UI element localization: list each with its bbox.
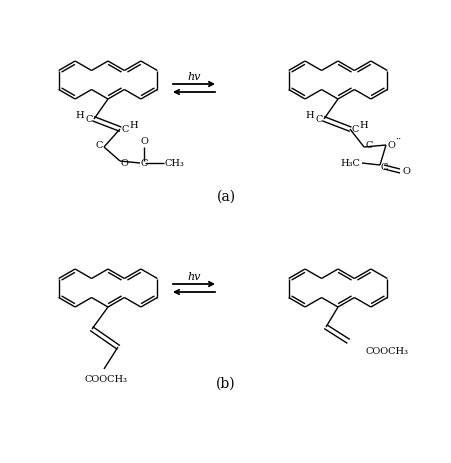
Text: C: C xyxy=(364,141,372,150)
Text: COOCH₃: COOCH₃ xyxy=(365,347,408,356)
Text: C: C xyxy=(140,158,147,167)
Text: (a): (a) xyxy=(216,189,235,204)
Text: O: O xyxy=(386,140,394,149)
Text: O: O xyxy=(120,158,128,167)
Text: hv: hv xyxy=(187,271,200,282)
Text: (b): (b) xyxy=(216,376,235,390)
Text: C: C xyxy=(95,141,102,150)
Text: H: H xyxy=(305,111,313,120)
Text: H: H xyxy=(129,120,138,129)
Text: COOCH₃: COOCH₃ xyxy=(84,375,127,384)
Text: C: C xyxy=(315,114,322,123)
Text: H₃C: H₃C xyxy=(339,159,359,168)
Text: H: H xyxy=(359,120,368,129)
Text: O: O xyxy=(140,137,147,146)
Text: hv: hv xyxy=(187,72,200,82)
Text: O: O xyxy=(401,167,409,176)
Text: C: C xyxy=(350,124,358,133)
Text: H: H xyxy=(75,111,84,120)
Text: C: C xyxy=(379,163,387,172)
Text: C: C xyxy=(121,124,129,133)
Text: ··: ·· xyxy=(394,134,400,143)
Text: C: C xyxy=(85,114,92,123)
Text: CH₃: CH₃ xyxy=(164,159,184,168)
